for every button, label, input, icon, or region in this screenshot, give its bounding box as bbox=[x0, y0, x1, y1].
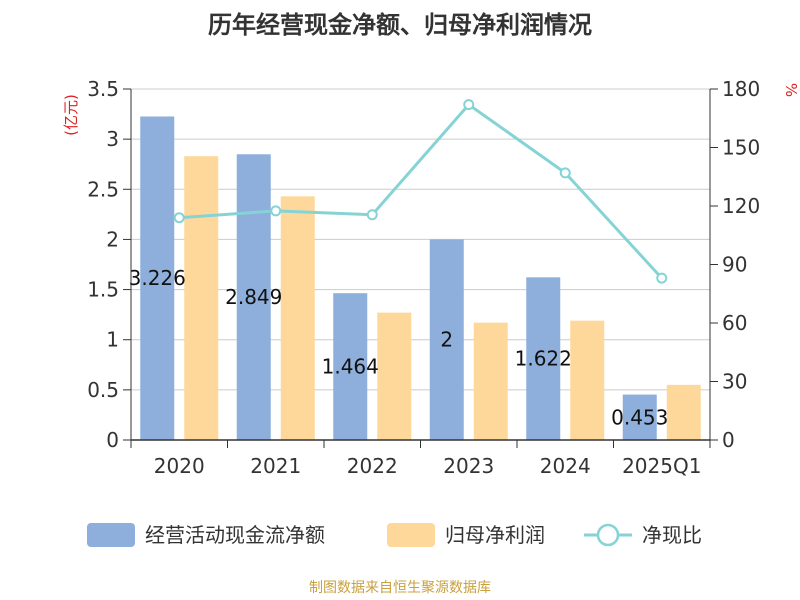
y-left-tick-label: 3 bbox=[106, 127, 119, 151]
x-tick-label: 2021 bbox=[250, 454, 301, 478]
y-right-tick-label: 120 bbox=[722, 194, 760, 218]
legend: 经营活动现金流净额 归母净利润 净现比 bbox=[87, 523, 702, 547]
data-label-cashflow: 3.226 bbox=[129, 266, 186, 290]
y-right-tick-label: 150 bbox=[722, 136, 760, 160]
ratio-point bbox=[366, 209, 378, 221]
legend-label-profit: 归母净利润 bbox=[445, 523, 545, 547]
bar-profit bbox=[666, 384, 701, 440]
legend-label-ratio: 净现比 bbox=[642, 523, 702, 547]
y-left-tick-label: 0.5 bbox=[87, 378, 119, 402]
bar-profit bbox=[473, 322, 508, 440]
ratio-point bbox=[656, 272, 668, 284]
y-right-tick-label: 30 bbox=[722, 370, 747, 394]
bars bbox=[140, 116, 701, 441]
y-left-tick-label: 1 bbox=[106, 328, 119, 352]
y-right-tick-label: 0 bbox=[722, 428, 735, 452]
legend-swatch-cashflow bbox=[87, 523, 135, 547]
ratio-point bbox=[270, 205, 282, 217]
data-label-cashflow: 1.622 bbox=[515, 347, 572, 371]
source-note: 制图数据来自恒生聚源数据库 bbox=[309, 580, 491, 596]
data-labels: 3.226 2.849 1.464 2 1.622 0.453 bbox=[129, 266, 669, 429]
bar-profit bbox=[184, 156, 219, 441]
bar-cashflow bbox=[429, 239, 464, 440]
y-right-tick-label: 90 bbox=[722, 253, 747, 277]
y-left-tick-label: 2 bbox=[106, 227, 119, 251]
ratio-point bbox=[173, 212, 185, 224]
y-right-tick-label: 60 bbox=[722, 311, 747, 335]
ratio-point bbox=[463, 99, 475, 111]
axes: 0 0.5 1 1.5 2 2.5 3 3.5 0 30 60 90 120 150 180 2020 2021… bbox=[87, 77, 760, 478]
bar-cashflow bbox=[333, 293, 368, 440]
legend-marker-ratio bbox=[596, 523, 620, 547]
data-label-cashflow: 2.849 bbox=[225, 285, 282, 309]
y-left-tick-label: 0 bbox=[106, 428, 119, 452]
data-label-cashflow: 1.464 bbox=[322, 355, 379, 379]
legend-swatch-profit bbox=[387, 523, 435, 547]
ratio-line-path bbox=[179, 102, 663, 280]
bar-profit bbox=[570, 320, 605, 440]
ratio-line bbox=[173, 99, 668, 284]
data-label-cashflow: 0.453 bbox=[611, 405, 668, 429]
x-tick-label: 2022 bbox=[347, 454, 398, 478]
legend-label-cashflow: 经营活动现金流净额 bbox=[145, 523, 325, 547]
y-left-unit: (亿元) bbox=[62, 94, 80, 136]
ratio-point bbox=[559, 167, 571, 179]
bar-profit bbox=[377, 312, 412, 440]
y-left-tick-label: 2.5 bbox=[87, 177, 119, 201]
y-left-tick-label: 1.5 bbox=[87, 278, 119, 302]
x-tick-label: 2020 bbox=[154, 454, 205, 478]
y-right-tick-label: 180 bbox=[722, 77, 760, 101]
y-right-unit: % bbox=[782, 83, 800, 97]
bar-cashflow bbox=[622, 394, 657, 440]
x-tick-label: 2024 bbox=[540, 454, 591, 478]
y-left-tick-label: 3.5 bbox=[87, 77, 119, 101]
bar-profit bbox=[280, 196, 315, 440]
bar-cashflow bbox=[236, 154, 271, 440]
grid bbox=[131, 88, 710, 391]
bar-cashflow bbox=[140, 116, 175, 441]
data-label-cashflow: 2 bbox=[440, 328, 453, 352]
x-tick-label: 2023 bbox=[443, 454, 494, 478]
x-tick-label: 2025Q1 bbox=[622, 454, 701, 478]
bar-cashflow bbox=[526, 277, 561, 440]
chart-title: 历年经营现金净额、归母净利润情况 bbox=[208, 11, 592, 39]
